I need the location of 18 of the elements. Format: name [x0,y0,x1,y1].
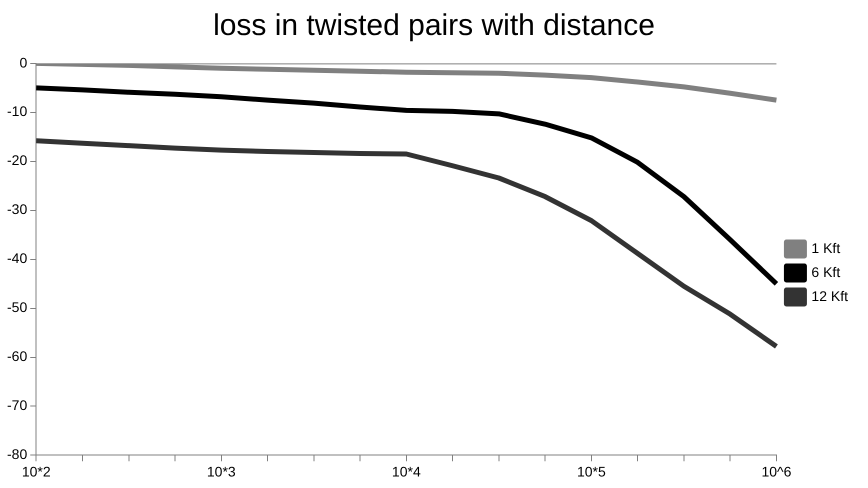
legend-label: 6 Kft [811,264,840,280]
y-tick-label: -50 [7,299,28,316]
x-tick-label: 10*4 [392,463,421,480]
y-tick-label: -30 [7,201,28,218]
x-tick-label: 10*5 [576,463,606,480]
y-tick-label: -70 [7,397,28,414]
legend-label: 12 Kft [811,288,848,304]
y-tick-label: -10 [7,103,28,120]
legend-label: 1 Kft [811,240,840,256]
y-tick-label: 0 [19,54,28,70]
y-tick-label: -40 [7,250,28,266]
y-tick-label: -60 [7,348,28,364]
x-tick-label: 10*3 [206,463,236,480]
y-tick-label: -20 [7,152,28,168]
chart-title: loss in twisted pairs with distance [212,8,656,44]
y-tick-label: -80 [7,446,28,462]
x-tick-label: 10^6 [761,463,792,480]
x-tick-label: 10*2 [22,463,51,480]
